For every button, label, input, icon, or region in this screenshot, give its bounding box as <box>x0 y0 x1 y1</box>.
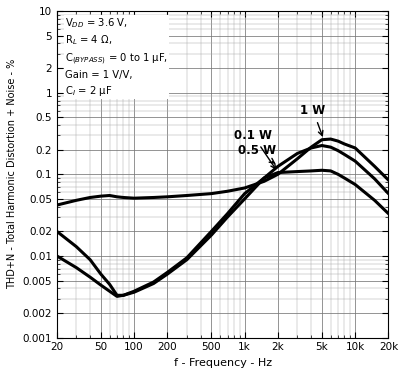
Text: 1 W: 1 W <box>301 104 326 136</box>
Text: V$_{DD}$ = 3.6 V,
R$_L$ = 4 Ω,
C$_{(BYPASS)}$ = 0 to 1 μF,
Gain = 1 V/V,
C$_I$ =: V$_{DD}$ = 3.6 V, R$_L$ = 4 Ω, C$_{(BYPA… <box>65 16 168 98</box>
X-axis label: f - Frequency - Hz: f - Frequency - Hz <box>174 358 272 368</box>
Text: 0.5 W: 0.5 W <box>238 144 276 163</box>
Y-axis label: THD+N - Total Harmonic Distortion + Noise - %: THD+N - Total Harmonic Distortion + Nois… <box>7 59 17 290</box>
Text: 0.1 W: 0.1 W <box>234 129 275 169</box>
